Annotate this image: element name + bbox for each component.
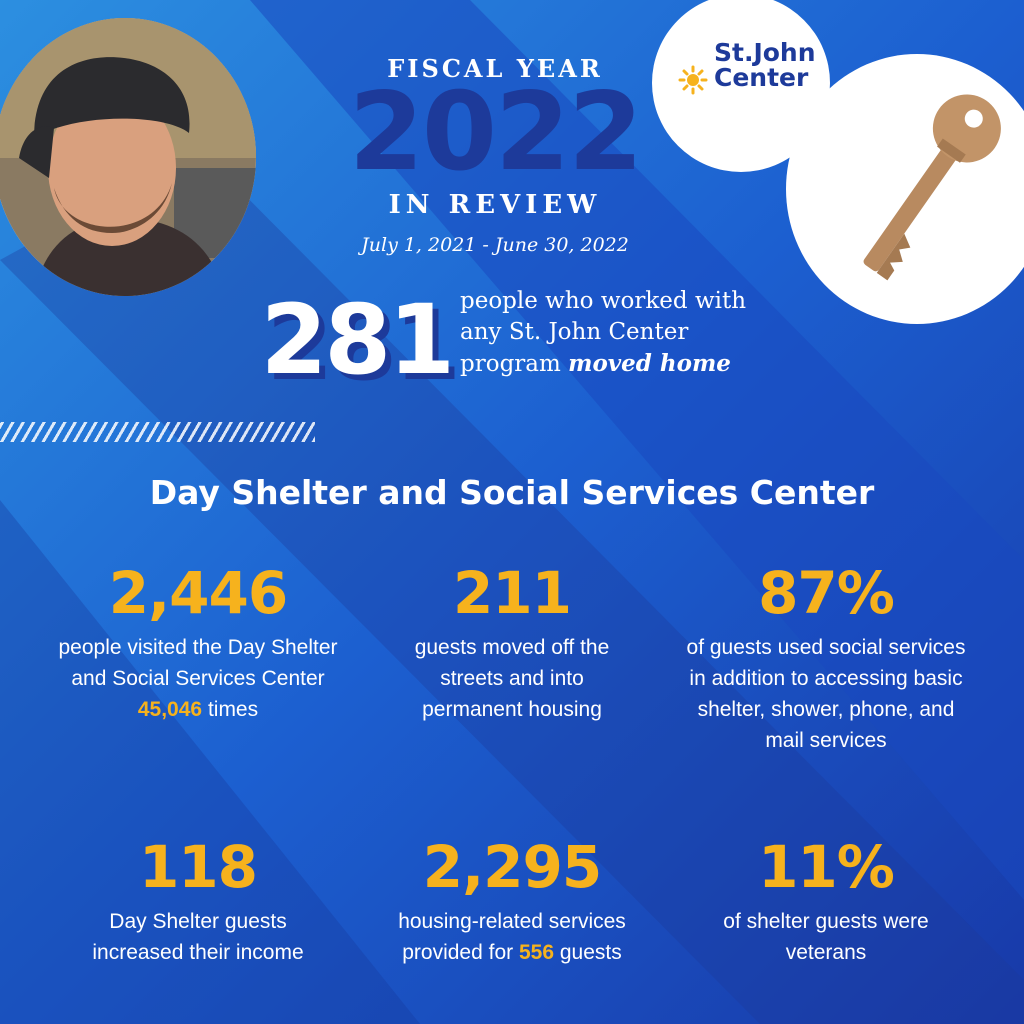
- stat-description: of guests used social services in additi…: [686, 636, 966, 752]
- year-title: 2022: [348, 70, 644, 195]
- stat-description: housing-related services provided for 55…: [362, 906, 662, 968]
- stat-visits: 2,446 people visited the Day Shelter and…: [48, 560, 348, 725]
- stat-number: 2,446: [108, 559, 288, 627]
- stat-description: Day Shelter guests increased their incom…: [92, 910, 304, 964]
- stat-number: 211: [452, 559, 572, 627]
- highlight-line3: program moved home: [460, 348, 820, 380]
- stat-desc-text: housing-related services provided for: [398, 910, 626, 964]
- stat-housed: 211 guests moved off the streets and int…: [362, 560, 662, 725]
- highlight-line1: people who worked with: [460, 288, 747, 314]
- stat-description: people visited the Day Shelter and Socia…: [48, 632, 348, 725]
- sun-icon: [678, 65, 708, 95]
- logo-line1: St.John: [714, 38, 816, 67]
- stat-description: guests moved off the streets and into pe…: [414, 636, 610, 721]
- stat-income: 118 Day Shelter guests increased their i…: [48, 834, 348, 968]
- stat-desc-highlight: 556: [518, 941, 555, 964]
- stat-desc-text: times: [207, 698, 259, 721]
- stat-housing-services: 2,295 housing-related services provided …: [362, 834, 662, 968]
- stat-number: 11%: [758, 833, 895, 901]
- stat-desc-highlight: 45,046: [137, 698, 203, 721]
- person-photo: [0, 18, 256, 296]
- stat-number: 87%: [758, 559, 895, 627]
- highlight-line3-emph: moved home: [568, 350, 731, 377]
- stat-veterans: 11% of shelter guests were veterans: [676, 834, 976, 968]
- in-review-label: IN REVIEW: [388, 190, 602, 220]
- key-badge: [786, 54, 1024, 324]
- highlight-line3-plain: program: [460, 351, 561, 377]
- highlight-number: 281: [260, 284, 455, 396]
- stat-number: 118: [138, 833, 258, 901]
- stat-social-services: 87% of guests used social services in ad…: [676, 560, 976, 756]
- fiscal-year-label: FISCAL YEAR: [387, 54, 603, 83]
- stat-number: 2,295: [422, 833, 602, 901]
- date-range: July 1, 2021 - June 30, 2022: [361, 234, 629, 256]
- key-icon: [863, 94, 1001, 281]
- stat-desc-text: guests: [559, 941, 622, 964]
- stat-desc-text: people visited the Day Shelter and Socia…: [58, 636, 338, 690]
- logo-line2: Center: [714, 63, 809, 92]
- section-title: Day Shelter and Social Services Center: [149, 473, 875, 512]
- highlight-description: people who worked with any St. John Cent…: [460, 286, 820, 380]
- decorative-stripes: [0, 422, 315, 442]
- stat-description: of shelter guests were veterans: [723, 910, 929, 964]
- highlight-line2: any St. John Center: [460, 319, 689, 345]
